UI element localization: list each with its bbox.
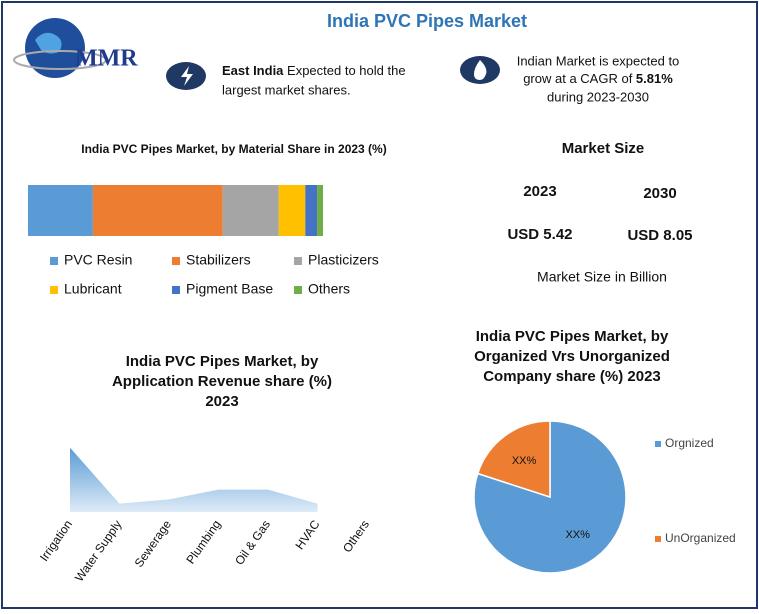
bar-segment [317, 185, 323, 236]
chart-title: Company share (%) 2023 [483, 368, 661, 385]
icon-bolt [181, 66, 193, 86]
bar-segment [278, 185, 306, 236]
chart-title: India PVC Pipes Market, by Material Shar… [81, 142, 386, 156]
chart-title: India PVC Pipes Market, by [126, 353, 319, 370]
bar-segment [92, 185, 223, 236]
chart-title: Organized Vrs Unorganized [474, 348, 670, 365]
bar-segment [305, 185, 318, 236]
legend-swatch [655, 536, 661, 542]
data-label: XX% [512, 455, 537, 467]
legend-label: Stabilizers [186, 252, 251, 268]
logo: MMR [13, 18, 138, 78]
callout-text: Expected to hold the [283, 63, 405, 78]
data-label: XX% [565, 529, 590, 541]
callout-text: during 2023-2030 [547, 89, 649, 104]
callout-text: Indian Market is expected to [517, 53, 680, 68]
callout-text: largest market shares. [222, 82, 351, 97]
callout: grow at a CAGR of 5.81% [523, 71, 673, 86]
callout-bold: East India [222, 63, 284, 78]
bar-segment [222, 185, 279, 236]
legend-label: Others [308, 281, 350, 297]
chart-title: Application Revenue share (%) [112, 373, 332, 390]
market-value: USD 5.42 [507, 226, 572, 243]
market-size-title: Market Size [562, 140, 645, 157]
bar-segment [28, 185, 93, 236]
legend-swatch [172, 286, 180, 294]
legend-swatch [294, 286, 302, 294]
icon-flame [474, 60, 487, 80]
logo-text: MMR [75, 46, 138, 72]
callout-bold: 5.81% [636, 71, 673, 86]
market-note: Market Size in Billion [537, 269, 667, 285]
market-year: 2030 [643, 185, 676, 202]
chart-title: India PVC Pipes Market, by [476, 328, 669, 345]
market-value: USD 8.05 [627, 227, 692, 244]
legend-label: UnOrganized [665, 531, 736, 545]
legend-label: PVC Resin [64, 252, 132, 268]
area [70, 447, 318, 512]
page-title: India PVC Pipes Market [327, 11, 527, 31]
chart-title: 2023 [205, 393, 238, 410]
legend-swatch [50, 286, 58, 294]
legend-swatch [655, 441, 661, 447]
legend-label: Orgnized [665, 436, 714, 450]
callout: East India Expected to hold the [222, 63, 406, 78]
legend-swatch [50, 257, 58, 265]
legend-swatch [172, 257, 180, 265]
legend-label: Lubricant [64, 281, 122, 297]
market-year: 2023 [523, 183, 556, 200]
legend-swatch [294, 257, 302, 265]
callout-text: grow at a CAGR of [523, 71, 636, 86]
pie-slice [476, 420, 551, 499]
legend-label: Pigment Base [186, 281, 273, 297]
legend-label: Plasticizers [308, 252, 379, 268]
